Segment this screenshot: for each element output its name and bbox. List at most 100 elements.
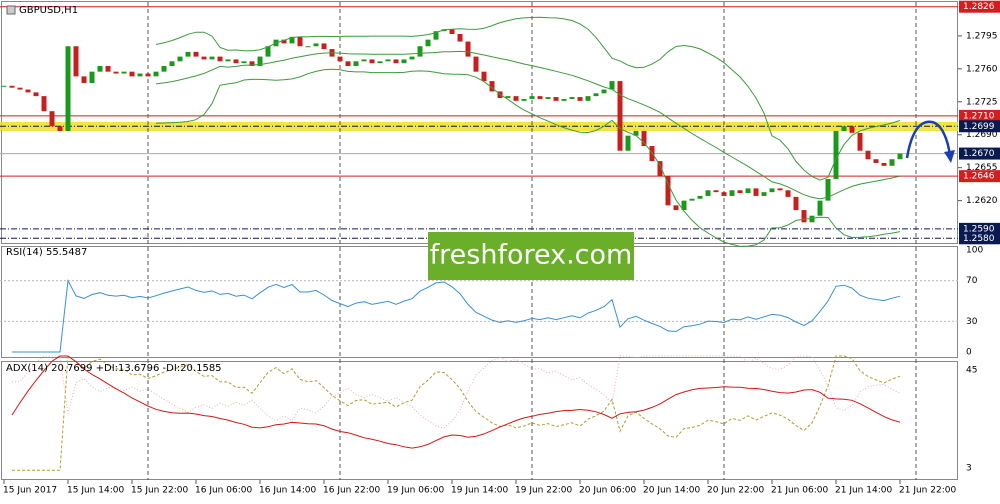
rsi-line	[12, 279, 901, 353]
candle	[673, 205, 679, 211]
candle	[545, 97, 551, 99]
bollinger-band	[155, 16, 901, 181]
level-label-bg	[959, 109, 1000, 122]
candle	[361, 59, 367, 62]
candle	[113, 71, 119, 74]
candle	[409, 56, 415, 60]
candle	[353, 61, 359, 67]
candle	[617, 81, 623, 151]
candle	[297, 36, 303, 47]
candle	[153, 71, 159, 77]
rsi-tick-label: 70	[966, 276, 978, 286]
candle	[169, 61, 175, 67]
x-tick-label: 15 Jun 14:00	[67, 486, 124, 496]
x-tick-label: 15 Jun 22:00	[131, 486, 188, 496]
candle	[561, 98, 567, 101]
candle	[881, 162, 887, 166]
candle	[809, 215, 815, 223]
candle	[681, 200, 687, 211]
candle	[385, 59, 391, 62]
candle	[265, 46, 271, 57]
level-label: 1.2580	[963, 234, 995, 244]
candle	[633, 130, 639, 136]
level-label: 1.2699	[963, 122, 995, 132]
adx-tick-label: 45	[966, 366, 977, 376]
adx-tick-label: 3	[966, 464, 972, 474]
candle	[105, 66, 111, 72]
candle	[529, 96, 535, 99]
candle	[793, 196, 799, 211]
candle	[25, 89, 31, 93]
level-label: 1.2710	[963, 111, 995, 121]
candle	[345, 61, 351, 67]
candle	[505, 96, 511, 99]
candle	[769, 188, 775, 193]
x-tick-label: 19 Jun 22:00	[515, 486, 572, 496]
candle	[377, 61, 383, 64]
level-label: 1.2590	[963, 224, 995, 234]
arrow-head	[944, 150, 955, 163]
y-tick-label: 1.2760	[966, 64, 998, 74]
candle	[161, 66, 167, 72]
candle	[641, 130, 647, 147]
x-tick-label: 15 Jun 2017	[3, 486, 57, 496]
level-label-bg	[959, 120, 1000, 133]
chart-title: GBPUSD,H1	[19, 5, 78, 16]
candle	[601, 89, 607, 94]
candle	[201, 56, 207, 60]
candle	[697, 195, 703, 199]
x-tick-label: 19 Jun 14:00	[451, 486, 508, 496]
candle	[473, 56, 479, 72]
candle	[73, 46, 79, 77]
candle	[753, 188, 759, 196]
candle	[177, 56, 183, 62]
candle	[745, 188, 751, 194]
candle	[705, 190, 711, 196]
candle	[249, 61, 255, 67]
level-label-bg	[959, 147, 1000, 160]
level-label: 1.2646	[963, 172, 995, 182]
x-tick-label: 21 Jun 14:00	[835, 486, 892, 496]
candle	[9, 85, 15, 88]
level-label-bg	[959, 0, 1000, 13]
candle	[849, 126, 855, 133]
candle	[289, 36, 295, 44]
candle	[97, 66, 103, 72]
candle	[57, 126, 63, 131]
candle	[889, 159, 895, 166]
candle	[129, 71, 135, 77]
candle	[49, 111, 55, 127]
candle	[121, 71, 127, 74]
candle	[313, 43, 319, 47]
plus-di-line	[12, 355, 901, 471]
candle	[689, 198, 695, 201]
candle	[225, 59, 231, 62]
candle	[873, 159, 879, 163]
bollinger-band	[155, 68, 901, 247]
level-label-bg	[959, 222, 1000, 235]
candle	[777, 188, 783, 191]
candle	[337, 56, 343, 62]
x-tick-label: 16 Jun 22:00	[323, 486, 380, 496]
candle	[33, 92, 39, 97]
candle	[281, 39, 287, 44]
candle	[241, 61, 247, 64]
y-tick-label: 1.2620	[966, 196, 998, 206]
candle	[209, 56, 215, 60]
x-tick-label: 21 Jun 06:00	[771, 486, 828, 496]
candle	[761, 192, 767, 196]
x-tick-label: 20 Jun 14:00	[643, 486, 700, 496]
candle	[465, 41, 471, 57]
candle	[1, 85, 7, 87]
candle	[457, 34, 463, 42]
forecast-arrow	[905, 120, 952, 159]
candle	[657, 161, 663, 177]
candle	[233, 59, 239, 64]
x-tick-label: 16 Jun 14:00	[259, 486, 316, 496]
candle	[65, 46, 71, 131]
adx-panel	[1, 361, 958, 480]
candle	[897, 153, 903, 160]
y-tick-label: 1.2655	[966, 163, 998, 173]
adx-label: ADX(14) 20.7699 +DI:13.6796 -DI:20.1585	[6, 363, 222, 374]
adx-line	[11, 355, 901, 449]
